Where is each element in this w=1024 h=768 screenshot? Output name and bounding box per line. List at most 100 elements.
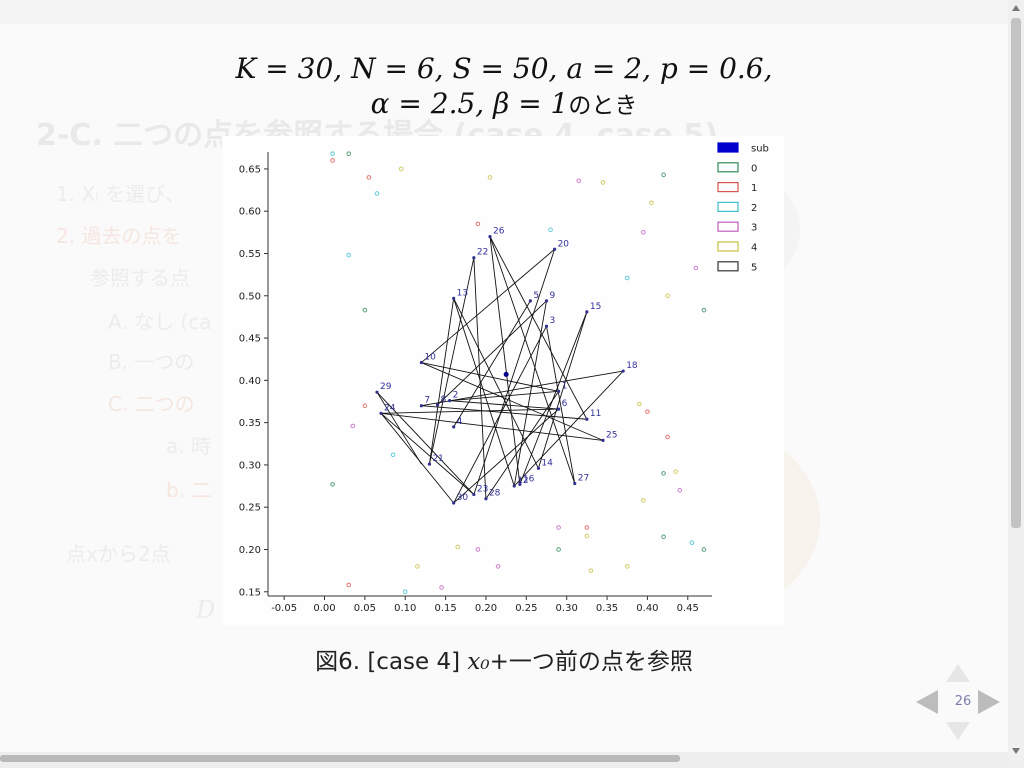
x-tick-label: 0.15 <box>434 603 456 614</box>
background-point <box>390 452 396 458</box>
background-point <box>701 547 707 552</box>
y-tick-label: 0.35 <box>239 418 261 429</box>
point-label-26: 26 <box>493 227 505 237</box>
x-tick-label: 0.30 <box>556 603 578 614</box>
reference-edge <box>421 248 555 363</box>
reference-edge <box>453 408 559 504</box>
y-tick-label: 0.45 <box>239 334 261 345</box>
background-point <box>693 265 699 271</box>
point-30 <box>452 501 456 505</box>
y-tick-label: 0.60 <box>239 207 261 218</box>
point-label-23: 23 <box>477 485 488 495</box>
background-point <box>548 227 553 233</box>
background-point <box>415 564 420 569</box>
background-point <box>350 423 356 429</box>
point-11 <box>585 417 589 421</box>
point-label-15: 15 <box>590 302 601 312</box>
point-8 <box>435 403 440 407</box>
down-triangle-icon[interactable] <box>938 720 978 742</box>
legend-label-3: 3 <box>751 223 757 234</box>
x-tick-label: 0.10 <box>394 603 416 614</box>
point-label-9: 9 <box>550 291 556 301</box>
point-28 <box>484 497 488 501</box>
background-point <box>362 403 368 409</box>
background-point <box>330 151 335 156</box>
point-label-3: 3 <box>550 316 556 326</box>
background-point <box>402 589 408 595</box>
point-2 <box>448 399 452 403</box>
sub-point <box>503 371 509 377</box>
legend-label-sub: sub <box>751 144 769 155</box>
reference-edge <box>449 400 559 410</box>
parameter-formula-line-2: α = 2.5, β = 1のとき <box>0 86 1008 120</box>
reference-edge <box>453 298 539 469</box>
point-label-4: 4 <box>457 417 463 427</box>
background-item-1: 1. Xᵢ を選び、 <box>56 182 186 206</box>
x-tick-label: -0.05 <box>271 603 297 614</box>
y-tick-label: 0.55 <box>239 249 261 260</box>
point-3 <box>544 324 549 328</box>
y-tick-label: 0.30 <box>239 460 261 471</box>
background-point <box>475 547 481 552</box>
background-point <box>475 221 481 227</box>
background-item-a: a. 時 <box>166 434 211 458</box>
reference-edge <box>485 391 559 499</box>
reference-edge <box>421 362 604 441</box>
background-point <box>677 487 683 493</box>
reference-edge <box>453 298 515 487</box>
reference-edge <box>449 390 559 402</box>
point-6 <box>557 407 561 411</box>
page-number: 26 <box>954 694 972 709</box>
scroll-down-arrow-icon[interactable] <box>1012 748 1020 754</box>
background-point <box>576 178 582 184</box>
left-triangle-icon[interactable] <box>914 688 940 716</box>
x-tick-label: 0.00 <box>313 603 335 614</box>
background-point <box>624 275 630 281</box>
slide-top-strip <box>0 0 1008 24</box>
legend-label-4: 4 <box>751 243 757 254</box>
point-label-7: 7 <box>424 396 430 406</box>
background-point <box>584 525 590 530</box>
point-label-22: 22 <box>477 248 488 258</box>
background-point <box>495 564 501 569</box>
point-label-21: 21 <box>432 454 443 464</box>
legend-label-2: 2 <box>751 203 757 214</box>
background-point <box>346 252 352 258</box>
slide: 2-C. 二つの点を参照する場合 (case 4, case 5) 1. Xᵢ … <box>0 0 1008 742</box>
reference-edge <box>453 300 531 428</box>
point-1 <box>557 389 561 393</box>
point-label-5: 5 <box>533 291 539 301</box>
legend-swatch-1 <box>717 181 739 193</box>
vertical-scrollbar-thumb[interactable] <box>1011 18 1021 528</box>
point-25 <box>601 438 605 442</box>
point-label-29: 29 <box>380 382 392 392</box>
x-tick-label: 0.05 <box>354 603 376 614</box>
up-triangle-icon[interactable] <box>938 662 978 684</box>
horizontal-scrollbar-thumb[interactable] <box>0 755 680 762</box>
caption-suffix: +一つ前の点を参照 <box>489 649 693 675</box>
background-point <box>661 534 666 540</box>
reference-edge <box>376 391 475 495</box>
y-tick-label: 0.20 <box>239 545 261 556</box>
scroll-up-arrow-icon[interactable] <box>1012 5 1020 11</box>
legend-swatch-5 <box>717 261 739 272</box>
background-point <box>330 482 335 487</box>
legend-label-1: 1 <box>751 183 757 194</box>
reference-edge <box>489 236 521 485</box>
point-27 <box>573 481 577 486</box>
reference-edge <box>380 413 455 504</box>
point-label-10: 10 <box>424 353 436 363</box>
y-tick-label: 0.15 <box>239 587 261 598</box>
background-point <box>665 434 670 440</box>
point-22 <box>472 256 476 260</box>
legend-swatch-4 <box>717 241 739 252</box>
point-5 <box>528 299 532 303</box>
point-7 <box>419 404 423 408</box>
point-21 <box>427 462 432 466</box>
right-triangle-icon[interactable] <box>976 688 1002 716</box>
reference-edge <box>489 236 576 484</box>
point-label-11: 11 <box>590 409 601 419</box>
background-point <box>645 409 650 414</box>
legend-swatch-2 <box>717 201 739 213</box>
background-formula: D <box>196 596 216 624</box>
